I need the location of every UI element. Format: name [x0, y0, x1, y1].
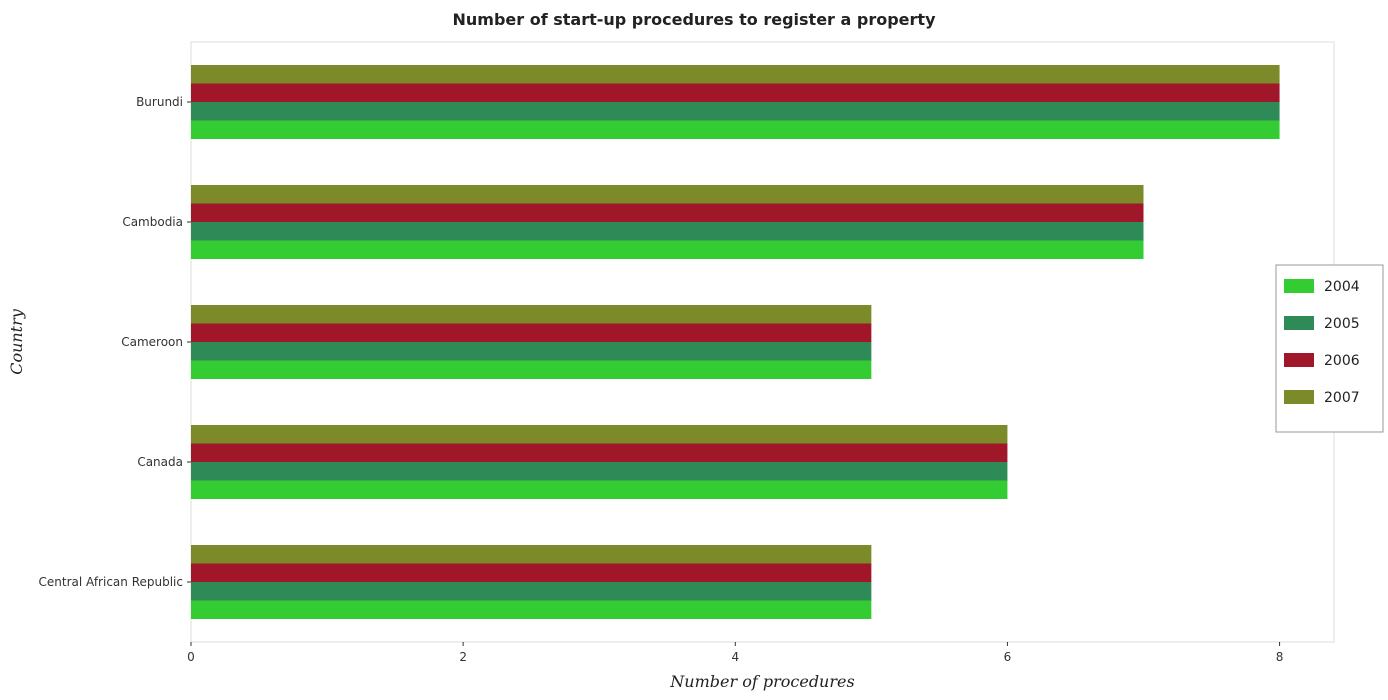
bar-cambodia-2005: [191, 222, 1144, 241]
x-axis-label: Number of procedures: [669, 672, 854, 691]
bar-canada-2004: [191, 480, 1008, 499]
x-tick-label: 2: [459, 650, 467, 664]
x-tick-label: 6: [1004, 650, 1012, 664]
legend-label-2005: 2005: [1324, 316, 1360, 332]
bar-burundi-2005: [191, 102, 1280, 121]
bar-cambodia-2004: [191, 240, 1144, 259]
legend-swatch-2004: [1284, 279, 1314, 293]
legend-swatch-2006: [1284, 353, 1314, 367]
x-tick-label: 0: [187, 650, 195, 664]
y-tick-label: Central African Republic: [39, 575, 183, 589]
bar-central-african-republic-2005: [191, 582, 872, 601]
bar-burundi-2004: [191, 120, 1280, 139]
bar-cameroon-2004: [191, 360, 872, 379]
legend: 2004 2005 2006 2007: [1275, 264, 1384, 433]
y-tick-label: Cambodia: [122, 215, 183, 229]
bar-cameroon-2005: [191, 342, 872, 361]
y-tick-label: Burundi: [136, 95, 183, 109]
bar-canada-2007: [191, 425, 1008, 444]
bar-burundi-2007: [191, 65, 1280, 84]
legend-label-2006: 2006: [1324, 353, 1360, 369]
bar-cameroon-2006: [191, 323, 872, 342]
bar-canada-2005: [191, 462, 1008, 481]
bars-group: [191, 65, 1280, 619]
y-tick-label: Cameroon: [121, 335, 183, 349]
bar-cambodia-2007: [191, 185, 1144, 204]
y-tick-label: Canada: [137, 455, 183, 469]
legend-swatch-2005: [1284, 316, 1314, 330]
bar-central-african-republic-2006: [191, 563, 872, 582]
bar-cameroon-2007: [191, 305, 872, 324]
x-tick-label: 4: [731, 650, 739, 664]
legend-label-2007: 2007: [1324, 390, 1360, 406]
x-tick-label: 8: [1276, 650, 1284, 664]
bar-burundi-2006: [191, 83, 1280, 102]
y-axis: Burundi Cambodia Cameroon Canada Central Afr…: [39, 95, 191, 589]
chart-title: Number of start-up procedures to registe…: [452, 10, 936, 29]
bar-cambodia-2006: [191, 203, 1144, 222]
legend-swatch-2007: [1284, 390, 1314, 404]
y-axis-label: Country: [7, 308, 26, 375]
x-axis: 0 2 4 6 8: [187, 642, 1283, 664]
bar-central-african-republic-2007: [191, 545, 872, 564]
bar-canada-2006: [191, 443, 1008, 462]
legend-label-2004: 2004: [1324, 279, 1360, 295]
bar-central-african-republic-2004: [191, 600, 872, 619]
